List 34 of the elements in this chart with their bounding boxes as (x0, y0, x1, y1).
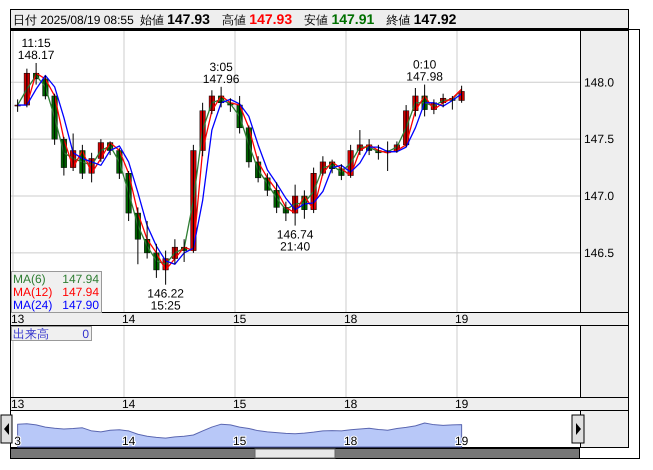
x-tick-label: 15 (232, 312, 247, 326)
category-label: 19 (454, 397, 469, 411)
x-tick-label: 18 (344, 312, 358, 326)
x-tick-label: 18 (344, 434, 358, 448)
annotation: 11:15 148.17 (18, 36, 55, 62)
text: 高値 147.93 (222, 11, 292, 27)
annotation: 3:05 147.96 (202, 60, 240, 86)
text: 0 (82, 327, 90, 341)
text: 終値 147.92 (385, 11, 457, 27)
text: MA(6) 147.94 (13, 272, 99, 286)
y-tick-label: 148.0 (584, 75, 614, 90)
category-label: 14 (122, 397, 136, 411)
x-tick-label: 14 (122, 312, 136, 326)
x-tick-label: 13 (10, 312, 25, 326)
chart-title: 日付 2025/08/19 08:55 (13, 13, 134, 27)
text: MA(12) 147.94 (13, 285, 100, 299)
category-label: 15 (232, 397, 247, 411)
x-tick-label: 19 (454, 312, 469, 326)
y-tick-label: 146.5 (584, 246, 614, 260)
annotation: 146.74 21:40 (276, 228, 314, 254)
x-tick-label: 15 (232, 434, 247, 448)
annotation: 0:10 147.98 (406, 58, 444, 84)
x-tick-label: 3 (14, 434, 22, 448)
text: 安値 147.91 (304, 11, 374, 27)
text: MA(24) 147.90 (13, 298, 100, 312)
annotation: 146.22 15:25 (147, 286, 184, 313)
category-label: 18 (344, 397, 358, 411)
text: 始値 147.93 (140, 11, 210, 27)
category-label: 13 (10, 397, 25, 411)
y-tick-label: 147.5 (584, 132, 614, 146)
y-tick-label: 147.0 (584, 189, 614, 204)
x-tick-label: 19 (454, 434, 469, 448)
x-tick-label: 14 (122, 434, 136, 448)
text: 出来高 (13, 327, 49, 341)
